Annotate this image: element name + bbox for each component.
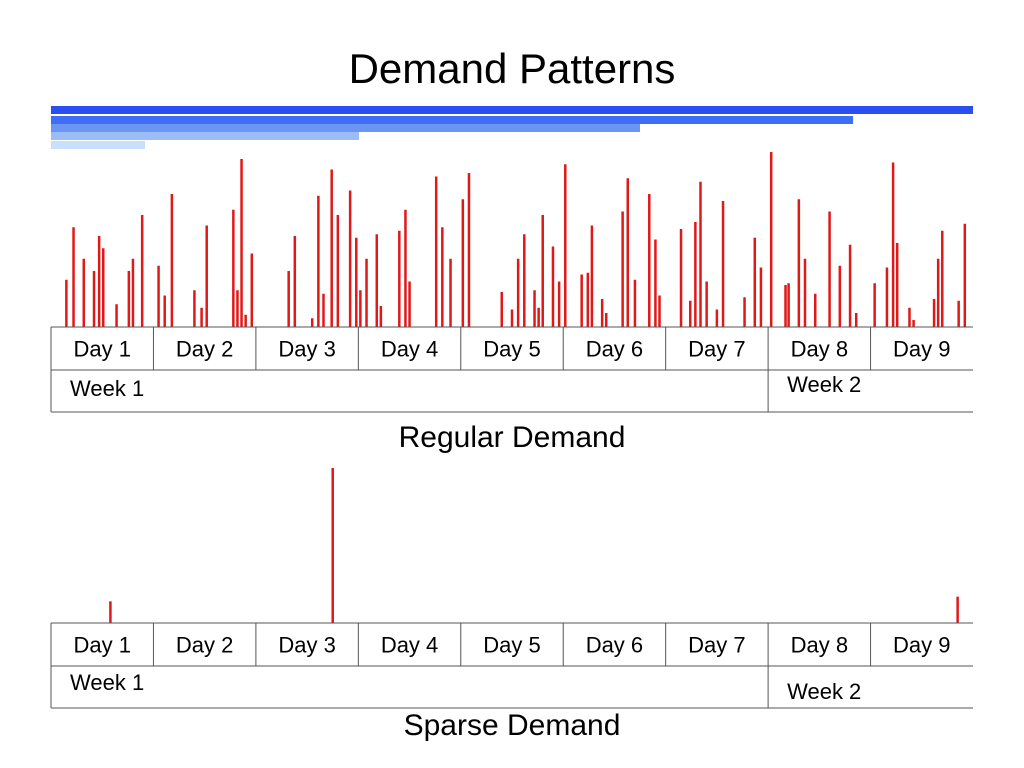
sparse-day-label: Day 8 <box>791 633 848 658</box>
regular-day-label: Day 8 <box>791 337 848 362</box>
decorative-stripe <box>51 124 640 132</box>
sparse-day-label: Day 1 <box>73 633 130 658</box>
sparse-day-label: Day 7 <box>688 633 745 658</box>
sparse-day-label: Day 9 <box>893 633 950 658</box>
regular-day-label: Day 6 <box>586 337 643 362</box>
regular-day-label: Day 3 <box>278 337 335 362</box>
decorative-stripe <box>51 106 973 114</box>
sparse-week-label: Week 1 <box>70 670 144 695</box>
sparse-day-label: Day 3 <box>278 633 335 658</box>
sparse-day-label: Day 6 <box>586 633 643 658</box>
regular-week-label: Week 2 <box>787 372 861 397</box>
regular-day-label: Day 5 <box>483 337 540 362</box>
sparse-day-label: Day 5 <box>483 633 540 658</box>
sparse-week-label: Week 2 <box>787 679 861 704</box>
regular-day-label: Day 9 <box>893 337 950 362</box>
sparse-day-label: Day 4 <box>381 633 438 658</box>
decorative-stripe <box>51 141 145 149</box>
regular-day-label: Day 2 <box>176 337 233 362</box>
sparse-day-label: Day 2 <box>176 633 233 658</box>
regular-week-label: Week 1 <box>70 376 144 401</box>
regular-day-label: Day 1 <box>73 337 130 362</box>
slide-title: Demand Patterns <box>348 45 676 92</box>
sparse-demand-caption: Sparse Demand <box>403 709 621 742</box>
regular-day-label: Day 7 <box>688 337 745 362</box>
regular-day-label: Day 4 <box>381 337 438 362</box>
regular-demand-caption: Regular Demand <box>398 421 626 454</box>
decorative-stripe <box>51 132 359 140</box>
decorative-stripe <box>51 116 853 124</box>
